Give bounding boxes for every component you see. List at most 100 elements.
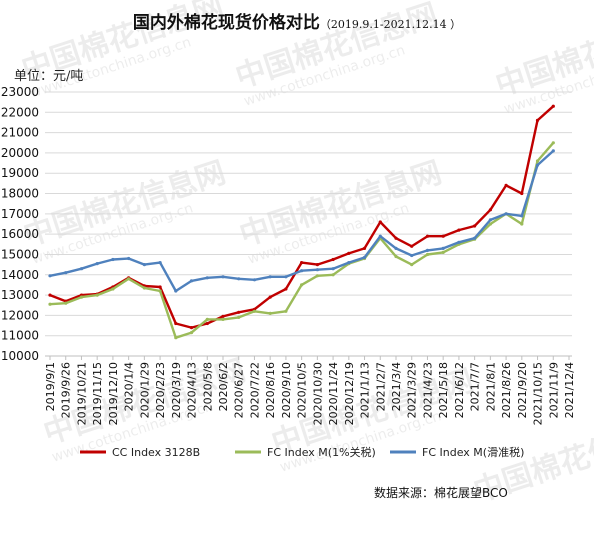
data-point-2 bbox=[95, 262, 99, 266]
data-point-0 bbox=[237, 310, 241, 314]
y-tick-label: 11000 bbox=[1, 329, 39, 343]
x-tick-label: 2020/1/29 bbox=[138, 362, 151, 418]
data-point-2 bbox=[221, 275, 225, 279]
x-tick-label: 2021/7/7 bbox=[469, 362, 482, 411]
data-source: 数据来源：棉花展望BCO bbox=[374, 486, 508, 500]
x-tick-label: 2021/8/26 bbox=[500, 362, 513, 418]
x-tick-label: 2019/12/10 bbox=[107, 362, 120, 425]
x-tick-label: 2021/2/7 bbox=[374, 362, 387, 411]
y-tick-label: 18000 bbox=[1, 187, 39, 201]
x-tick-label: 2021/12/4 bbox=[563, 362, 576, 418]
data-point-1 bbox=[95, 293, 99, 297]
data-point-0 bbox=[362, 246, 367, 250]
data-point-0 bbox=[473, 224, 477, 228]
data-point-2 bbox=[535, 163, 540, 167]
data-point-2 bbox=[64, 271, 68, 275]
unit-label: 单位：元/吨 bbox=[14, 69, 84, 84]
data-point-0 bbox=[378, 220, 382, 224]
data-point-0 bbox=[158, 285, 162, 289]
data-point-2 bbox=[252, 278, 257, 282]
data-point-2 bbox=[284, 275, 288, 279]
x-tick-label: 2020/1/4 bbox=[123, 362, 136, 411]
data-point-1 bbox=[331, 273, 335, 277]
data-point-2 bbox=[331, 267, 335, 271]
x-tick-label: 2021/3/29 bbox=[406, 362, 419, 418]
chart-subtitle: （2019.9.1-2021.12.14 ） bbox=[319, 18, 462, 31]
data-point-0 bbox=[268, 295, 272, 299]
data-point-1 bbox=[252, 309, 257, 313]
series-line-0 bbox=[48, 105, 555, 329]
data-point-2 bbox=[347, 261, 351, 265]
data-point-0 bbox=[48, 293, 52, 297]
data-point-2 bbox=[142, 263, 146, 267]
legend-label: FC Index M(1%关税) bbox=[267, 445, 376, 459]
data-point-1 bbox=[158, 289, 162, 293]
data-point-0 bbox=[347, 251, 351, 255]
data-point-2 bbox=[425, 248, 430, 252]
x-tick-label: 2020/11/24 bbox=[327, 362, 340, 425]
data-point-1 bbox=[520, 222, 524, 226]
data-point-1 bbox=[111, 287, 115, 291]
x-tick-label: 2020/4/13 bbox=[186, 362, 199, 418]
y-tick-label: 15000 bbox=[1, 247, 39, 261]
data-point-1 bbox=[221, 317, 225, 321]
data-point-0 bbox=[504, 183, 508, 187]
legend-label: FC Index M(滑准税) bbox=[422, 445, 524, 459]
data-point-0 bbox=[520, 191, 524, 196]
data-point-2 bbox=[315, 268, 319, 272]
data-point-1 bbox=[535, 159, 540, 163]
data-point-0 bbox=[174, 321, 178, 326]
x-tick-label: 2019/9/26 bbox=[60, 362, 73, 418]
data-point-2 bbox=[48, 274, 52, 278]
data-point-0 bbox=[441, 234, 445, 238]
x-tick-label: 2020/2/23 bbox=[154, 362, 167, 418]
data-point-2 bbox=[362, 255, 367, 260]
data-point-1 bbox=[551, 141, 555, 145]
data-point-2 bbox=[111, 257, 115, 262]
data-point-1 bbox=[300, 283, 304, 287]
x-tick-label: 2020/10/30 bbox=[311, 362, 324, 425]
y-tick-label: 17000 bbox=[1, 207, 39, 221]
x-tick-label: 2020/12/19 bbox=[343, 362, 356, 425]
data-point-1 bbox=[441, 250, 445, 254]
x-tick-label: 2021/5/18 bbox=[437, 362, 450, 418]
data-point-1 bbox=[127, 277, 131, 281]
data-point-1 bbox=[394, 254, 398, 259]
data-point-0 bbox=[410, 244, 414, 248]
data-point-0 bbox=[300, 261, 304, 265]
data-point-0 bbox=[189, 326, 194, 330]
data-point-0 bbox=[284, 287, 288, 291]
y-tick-label: 19000 bbox=[1, 166, 39, 180]
data-point-1 bbox=[205, 317, 209, 321]
x-tick-label: 2021/10/15 bbox=[532, 362, 545, 425]
data-point-2 bbox=[174, 289, 178, 293]
data-point-1 bbox=[142, 286, 146, 290]
y-tick-label: 14000 bbox=[1, 268, 39, 282]
data-point-1 bbox=[48, 302, 52, 306]
data-point-2 bbox=[127, 256, 131, 261]
data-point-1 bbox=[237, 315, 241, 319]
data-point-2 bbox=[504, 212, 508, 216]
y-tick-label: 23000 bbox=[1, 85, 39, 99]
data-point-2 bbox=[520, 214, 524, 218]
x-tick-label: 2021/3/4 bbox=[390, 362, 403, 411]
x-tick-label: 2020/6/27 bbox=[233, 362, 246, 418]
x-tick-label: 2020/9/10 bbox=[280, 362, 293, 418]
data-point-1 bbox=[410, 263, 414, 267]
data-point-0 bbox=[488, 208, 492, 212]
y-tick-label: 16000 bbox=[1, 227, 39, 241]
x-tick-label: 2019/9/1 bbox=[44, 362, 57, 411]
y-tick-label: 12000 bbox=[1, 308, 39, 322]
y-tick-label: 21000 bbox=[1, 126, 39, 140]
data-point-2 bbox=[488, 218, 492, 222]
data-point-0 bbox=[205, 321, 209, 326]
x-tick-label: 2019/10/21 bbox=[75, 362, 88, 425]
y-tick-label: 20000 bbox=[1, 146, 39, 160]
data-point-1 bbox=[174, 336, 178, 340]
x-tick-label: 2019/11/15 bbox=[91, 362, 104, 425]
data-point-1 bbox=[488, 222, 492, 226]
data-point-2 bbox=[268, 275, 272, 279]
data-point-2 bbox=[394, 246, 398, 250]
data-point-2 bbox=[441, 246, 445, 250]
